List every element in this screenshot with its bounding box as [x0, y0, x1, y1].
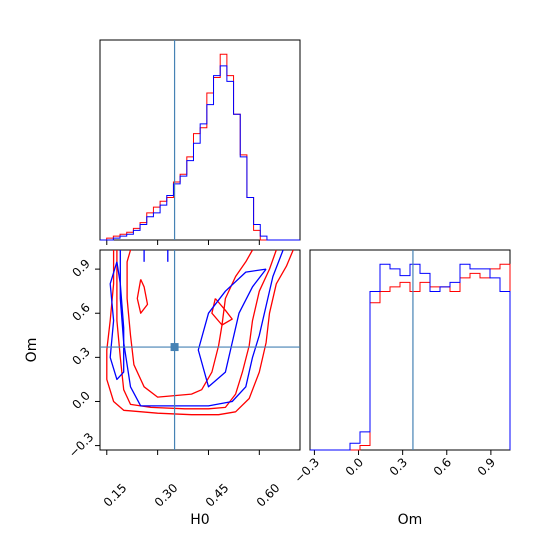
om-y-tick-label: 0.9: [69, 256, 92, 279]
joint-contour-panel: [99, 249, 301, 451]
om-histogram-panel: [309, 249, 511, 451]
om-y-axis-label: Om: [24, 338, 40, 363]
om-y-tick-label: 0.0: [69, 388, 92, 411]
om-x-tick-label: 0.6: [431, 455, 454, 478]
om-histogram-blue: [310, 263, 511, 451]
h0-tick-label: 0.15: [101, 481, 130, 510]
h0-tick-labels: 0.15 0.30 0.45 0.60: [101, 481, 283, 510]
contour-red: [106, 249, 294, 416]
contour-blue: [197, 268, 267, 388]
om-y-tick-label: −0.3: [66, 430, 97, 461]
h0-tick-label: 0.30: [152, 481, 181, 510]
contour-red: [116, 249, 277, 410]
om-y-tick-label: 0.3: [69, 344, 92, 367]
h0-tick-label: 0.45: [203, 481, 232, 510]
truth-point-marker: [170, 343, 179, 352]
contour-red: [126, 249, 254, 398]
om-y-tick-label: 0.6: [69, 300, 92, 323]
contour-blue: [109, 261, 125, 381]
h0-tick-label: 0.60: [254, 481, 283, 510]
h0-histogram-panel: [99, 39, 301, 241]
om-y-tick-labels: −0.3 0.0 0.3 0.6 0.9: [66, 256, 97, 460]
om-x-tick-label: 0.0: [343, 455, 366, 478]
om-x-tick-labels: −0.3 0.0 0.3 0.6 0.9: [292, 455, 499, 486]
h0-histogram-blue: [100, 65, 300, 241]
contour-red: [136, 279, 149, 314]
om-x-tick-label: −0.3: [292, 455, 323, 486]
h0-axis-label: H0: [190, 512, 209, 528]
om-x-axis-label: Om: [398, 512, 423, 528]
om-histogram-red: [310, 263, 511, 451]
contour-red: [211, 298, 233, 326]
om-x-tick-label: 0.9: [475, 455, 498, 478]
contour-blue: [119, 249, 284, 407]
h0-histogram-red: [100, 53, 300, 241]
om-x-tick-label: 0.3: [387, 455, 410, 478]
